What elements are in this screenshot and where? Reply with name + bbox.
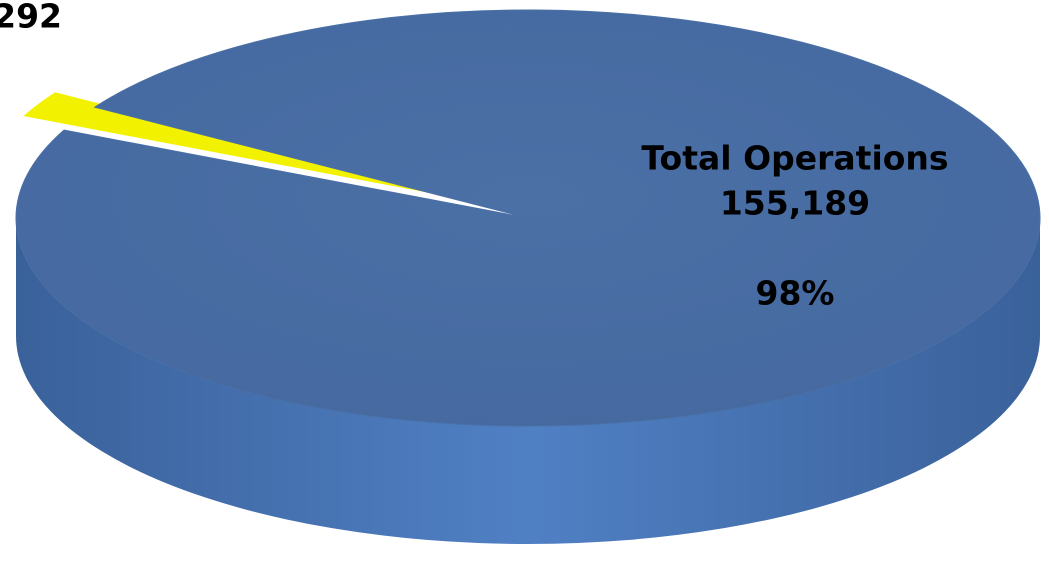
slice-count-label: 155,189 xyxy=(720,184,870,223)
pie xyxy=(15,9,1041,544)
slice-label: Total Operations xyxy=(641,139,948,178)
slice-count-label: 292 xyxy=(0,0,62,36)
pie-side xyxy=(16,218,1040,544)
pie-slice xyxy=(15,9,1041,427)
slice-percent-label: 98% xyxy=(756,274,835,313)
